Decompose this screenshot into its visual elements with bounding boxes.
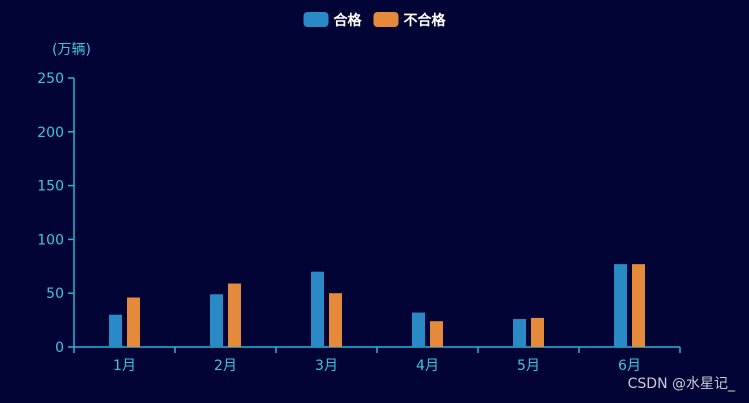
y-tick-label: 150 <box>37 179 64 195</box>
bar[interactable] <box>632 264 645 347</box>
x-tick-label: 2月 <box>214 358 237 374</box>
x-tick-label: 4月 <box>416 358 439 374</box>
bar[interactable] <box>430 321 443 347</box>
legend-label: 合格 <box>334 12 363 29</box>
bar[interactable] <box>531 317 544 347</box>
bar-series-1 <box>109 264 627 347</box>
legend-item[interactable]: 合格 <box>303 12 363 29</box>
bar[interactable] <box>513 319 526 347</box>
y-tick-label: 100 <box>37 232 64 248</box>
bar[interactable] <box>109 314 122 347</box>
bar-series-2 <box>127 264 645 347</box>
bar[interactable] <box>311 271 324 347</box>
legend-swatch <box>373 12 399 27</box>
x-tick-label: 6月 <box>618 358 641 374</box>
bar[interactable] <box>614 264 627 347</box>
y-tick-label: 50 <box>46 286 64 302</box>
y-tick-label: 250 <box>37 71 64 87</box>
legend-item[interactable]: 不合格 <box>373 12 447 29</box>
x-tick-label: 5月 <box>517 358 540 374</box>
legend-label: 不合格 <box>404 12 447 29</box>
bar[interactable] <box>329 293 342 347</box>
x-tick-label: 1月 <box>113 358 136 374</box>
watermark: CSDN @水星记_ <box>627 376 735 392</box>
bar[interactable] <box>210 294 223 347</box>
y-axis: 0 50 100 150 200 250 <box>37 71 75 356</box>
x-axis: 1月 2月 3月 4月 5月 6月 <box>73 346 681 374</box>
y-tick-label: 200 <box>37 125 64 141</box>
y-axis-label: (万辆) <box>52 42 91 58</box>
y-tick-label: 0 <box>55 340 64 356</box>
chart-legend[interactable]: 合格 不合格 <box>303 12 447 29</box>
bar-series-group <box>109 264 645 347</box>
x-tick-label: 3月 <box>315 358 338 374</box>
bar[interactable] <box>127 297 140 347</box>
bar[interactable] <box>228 283 241 347</box>
bar[interactable] <box>412 312 425 347</box>
legend-swatch <box>303 12 329 27</box>
